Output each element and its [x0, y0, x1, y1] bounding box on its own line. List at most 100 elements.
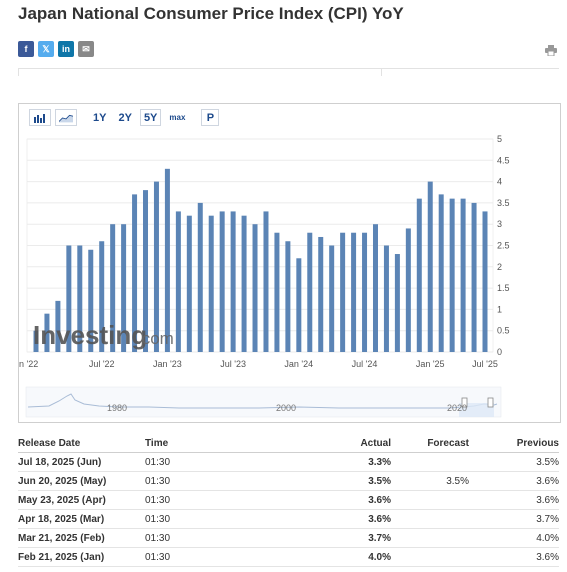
x-tick-label: Jan '24 [284, 359, 313, 369]
bar-jul-2024 [362, 232, 368, 352]
y-tick-label: 1 [497, 304, 502, 314]
bar-feb-2023 [175, 211, 181, 352]
cell-date: Jun 20, 2025 (May) [18, 471, 145, 491]
y-tick-label: 2.5 [497, 241, 510, 251]
page-title: Japan National Consumer Price Index (CPI… [18, 4, 404, 23]
x-share-button[interactable]: 𝕏 [38, 41, 54, 57]
cell-date: Feb 21, 2025 (Jan) [18, 547, 145, 567]
x-tick-label: Jul '22 [89, 359, 115, 369]
investing-watermark: Investing .com [33, 320, 174, 350]
cell-date: Mar 21, 2025 (Feb) [18, 528, 145, 548]
bar-mar-2023 [186, 215, 192, 352]
divider-tick [381, 68, 382, 76]
divider-tick [18, 68, 19, 76]
watermark-text-a: Investing [33, 320, 147, 350]
chart-container: 1Y 2Y 5Y max P 0 0.5 1 1.5 2 2.5 3 3.5 4 4.5 5 n '… [18, 103, 561, 423]
watermark-text-b: .com [137, 329, 174, 348]
navigator-label: 2000 [276, 403, 296, 413]
range-1y-button[interactable]: 1Y [89, 109, 111, 126]
share-bar: f 𝕏 in ✉ [18, 41, 94, 57]
range-2y-button[interactable]: 2Y [114, 109, 136, 126]
cell-time: 01:30 [145, 490, 265, 510]
bar-jan-2024 [296, 258, 302, 352]
y-tick-label: 5 [497, 134, 502, 144]
range-5y-button[interactable]: 5Y [139, 109, 162, 126]
bar-apr-2023 [197, 202, 203, 352]
table-header-row: Release Date Time Actual Forecast Previo… [18, 434, 559, 453]
bar-nov-2022 [143, 190, 149, 352]
cell-date: Jul 18, 2025 (Jun) [18, 452, 145, 472]
cell-forecast: 3.5% [391, 471, 469, 491]
cell-actual: 3.7% [265, 528, 391, 548]
bar-jun-2023 [219, 211, 225, 352]
divider [18, 68, 559, 69]
range-max-button[interactable]: max [165, 109, 190, 126]
cell-actual: 3.6% [265, 490, 391, 510]
bar-nov-2023 [274, 232, 280, 352]
navigator-handle-left[interactable] [461, 397, 468, 408]
navigator-label: 1980 [107, 403, 127, 413]
bar-mar-2025 [449, 198, 455, 352]
bar-apr-2025 [460, 198, 466, 352]
x-axis-ticks: n '22 Jul '22 Jan '23 Jul '23 Jan '24 Jul '24… [19, 359, 498, 369]
y-tick-label: 0.5 [497, 326, 510, 336]
navigator-handle-right[interactable] [487, 397, 494, 408]
facebook-share-button[interactable]: f [18, 41, 34, 57]
navigator-track [25, 386, 502, 418]
bar-jan-2025 [427, 181, 433, 352]
y-tick-label: 0 [497, 347, 502, 357]
bar-apr-2024 [329, 245, 335, 352]
bar-may-2024 [340, 232, 346, 352]
x-tick-label: Jul '25 [472, 359, 498, 369]
navigator-selection [459, 403, 494, 417]
cell-previous: 3.7% [469, 509, 559, 529]
y-tick-label: 4 [497, 177, 502, 187]
header-release-date: Release Date [18, 434, 145, 453]
cpi-bar-chart: 0 0.5 1 1.5 2 2.5 3 3.5 4 4.5 5 n '22 Jul '22 Jan '2… [19, 134, 510, 418]
cell-actual: 3.6% [265, 509, 391, 529]
bar-aug-2023 [241, 215, 247, 352]
printer-icon[interactable] [545, 43, 557, 61]
bar-chart-icon[interactable] [29, 109, 51, 126]
bar-may-2023 [208, 215, 214, 352]
cell-time: 01:30 [145, 509, 265, 529]
cell-forecast [391, 528, 469, 548]
bar-may-2025 [471, 202, 477, 352]
bar-jul-2022 [99, 241, 105, 352]
bar-oct-2024 [394, 254, 400, 352]
cell-forecast [391, 547, 469, 567]
cell-actual: 3.5% [265, 471, 391, 491]
header-forecast: Forecast [391, 434, 469, 453]
cell-time: 01:30 [145, 471, 265, 491]
y-tick-label: 3 [497, 219, 502, 229]
y-axis-ticks: 0 0.5 1 1.5 2 2.5 3 3.5 4 4.5 5 [497, 134, 510, 357]
bar-mar-2022 [55, 300, 61, 352]
cell-date: May 23, 2025 (Apr) [18, 490, 145, 510]
x-tick-label: Jul '23 [220, 359, 246, 369]
bar-jun-2024 [351, 232, 357, 352]
y-tick-label: 4.5 [497, 155, 510, 165]
p-button[interactable]: P [201, 109, 220, 126]
bar-jan-2023 [164, 168, 170, 352]
bar-feb-2022 [44, 313, 50, 352]
email-share-button[interactable]: ✉ [78, 41, 94, 57]
y-tick-label: 2 [497, 262, 502, 272]
area-chart-icon[interactable] [55, 109, 77, 126]
x-tick-label: Jul '24 [352, 359, 378, 369]
cell-forecast [391, 452, 469, 472]
navigator-label: 2020 [447, 403, 467, 413]
chart-grid [26, 138, 494, 353]
table-row: Jun 20, 2025 (May) 01:30 3.5% 3.5% 3.6% [18, 471, 559, 491]
table-row: Jul 18, 2025 (Jun) 01:30 3.3% 3.5% [18, 452, 559, 472]
bar-jan-2022 [33, 330, 39, 352]
linkedin-share-button[interactable]: in [58, 41, 74, 57]
range-navigator: 1980 2000 2020 [25, 386, 502, 418]
bar-aug-2022 [110, 224, 116, 352]
cell-date: Apr 18, 2025 (Mar) [18, 509, 145, 529]
cell-previous: 3.6% [469, 547, 559, 567]
cell-actual: 3.3% [265, 452, 391, 472]
chart-bars [33, 168, 488, 352]
bar-feb-2024 [307, 232, 313, 352]
cell-previous: 3.5% [469, 452, 559, 472]
x-tick-label: Jan '23 [153, 359, 182, 369]
